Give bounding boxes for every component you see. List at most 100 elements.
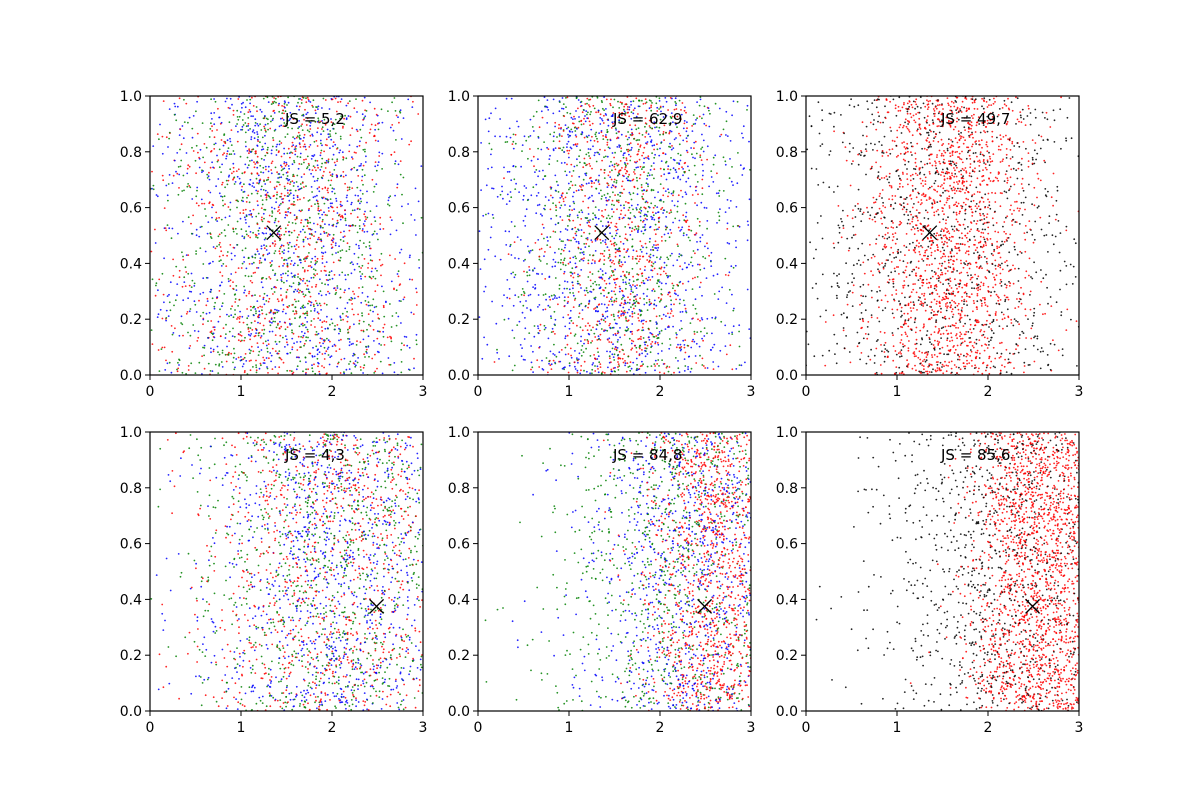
scatter-point <box>287 257 290 260</box>
scatter-point <box>615 278 618 280</box>
scatter-point <box>574 255 577 258</box>
scatter-point <box>167 146 169 148</box>
scatter-point <box>262 189 265 191</box>
scatter-point <box>373 230 376 233</box>
scatter-point <box>196 340 199 342</box>
scatter-point <box>360 200 363 203</box>
scatter-point <box>331 190 334 193</box>
scatter-point <box>230 144 233 147</box>
scatter-point <box>541 368 544 370</box>
scatter-point <box>353 293 356 295</box>
scatter-point <box>574 365 576 368</box>
scatter-point <box>580 133 583 136</box>
scatter-point <box>614 255 617 258</box>
scatter-point <box>352 290 354 293</box>
scatter-point <box>163 207 166 210</box>
scatter-point <box>190 286 193 288</box>
scatter-point <box>243 216 246 219</box>
scatter-point <box>269 261 272 264</box>
scatter-point <box>317 236 320 239</box>
scatter-point <box>533 335 536 338</box>
scatter-point <box>531 126 534 128</box>
scatter-point <box>525 300 527 302</box>
scatter-point <box>679 230 681 232</box>
scatter-point <box>348 368 351 370</box>
scatter-point <box>229 107 231 110</box>
scatter-point <box>195 172 198 175</box>
scatter-point <box>286 152 289 155</box>
scatter-point <box>409 254 411 257</box>
scatter-point <box>179 128 182 131</box>
scatter-point <box>189 308 192 310</box>
scatter-point <box>260 111 263 113</box>
scatter-point <box>746 239 749 242</box>
scatter-point <box>591 368 594 371</box>
scatter-point <box>561 195 563 198</box>
scatter-point <box>235 125 237 127</box>
scatter-point <box>651 218 653 221</box>
scatter-point <box>349 360 352 363</box>
scatter-point <box>608 324 611 327</box>
scatter-point <box>288 178 291 181</box>
scatter-point <box>250 192 253 195</box>
scatter-point <box>626 106 629 108</box>
scatter-point <box>234 366 236 369</box>
scatter-point <box>514 133 517 136</box>
scatter-point <box>280 124 283 127</box>
scatter-point <box>303 258 305 261</box>
scatter-point <box>690 346 693 349</box>
scatter-point <box>372 275 375 278</box>
scatter-point <box>395 324 398 327</box>
scatter-point <box>151 187 153 190</box>
scatter-point <box>415 304 418 306</box>
scatter-point <box>303 344 305 347</box>
scatter-point <box>294 189 297 192</box>
scatter-point <box>408 278 411 281</box>
scatter-point <box>572 195 574 198</box>
scatter-point <box>598 284 600 286</box>
scatter-point <box>658 97 661 100</box>
scatter-point <box>366 230 369 233</box>
scatter-point <box>492 187 495 190</box>
scatter-point <box>557 303 559 306</box>
scatter-point <box>294 288 297 291</box>
scatter-point <box>299 289 301 292</box>
scatter-point <box>568 239 570 242</box>
scatter-point <box>346 200 349 203</box>
scatter-point <box>580 340 582 342</box>
scatter-point <box>158 370 161 372</box>
scatter-point <box>569 271 572 274</box>
scatter-point <box>577 358 580 361</box>
scatter-point <box>532 155 535 158</box>
scatter-point <box>332 153 335 156</box>
scatter-point <box>263 159 265 161</box>
scatter-point <box>309 101 312 103</box>
scatter-point <box>255 371 258 374</box>
scatter-point <box>366 201 368 204</box>
scatter-point <box>417 200 420 203</box>
scatter-point <box>633 215 636 217</box>
scatter-point <box>336 148 338 150</box>
scatter-point <box>280 192 283 195</box>
scatter-point <box>239 182 241 185</box>
scatter-point <box>303 118 305 121</box>
scatter-point <box>310 119 313 122</box>
scatter-point <box>652 214 655 217</box>
scatter-point <box>202 263 205 265</box>
scatter-point <box>618 247 621 250</box>
scatter-point <box>542 227 545 229</box>
scatter-point <box>294 222 297 225</box>
scatter-point <box>706 317 709 320</box>
scatter-point <box>249 110 252 113</box>
scatter-point <box>218 116 221 119</box>
scatter-point <box>312 175 315 178</box>
scatter-point <box>351 156 353 159</box>
scatter-point <box>563 272 565 275</box>
scatter-point <box>732 184 734 187</box>
scatter-point <box>696 248 699 251</box>
scatter-point <box>645 301 648 304</box>
scatter-point <box>555 209 557 212</box>
scatter-point <box>171 350 174 353</box>
scatter-point <box>508 200 511 203</box>
scatter-point <box>258 313 261 316</box>
